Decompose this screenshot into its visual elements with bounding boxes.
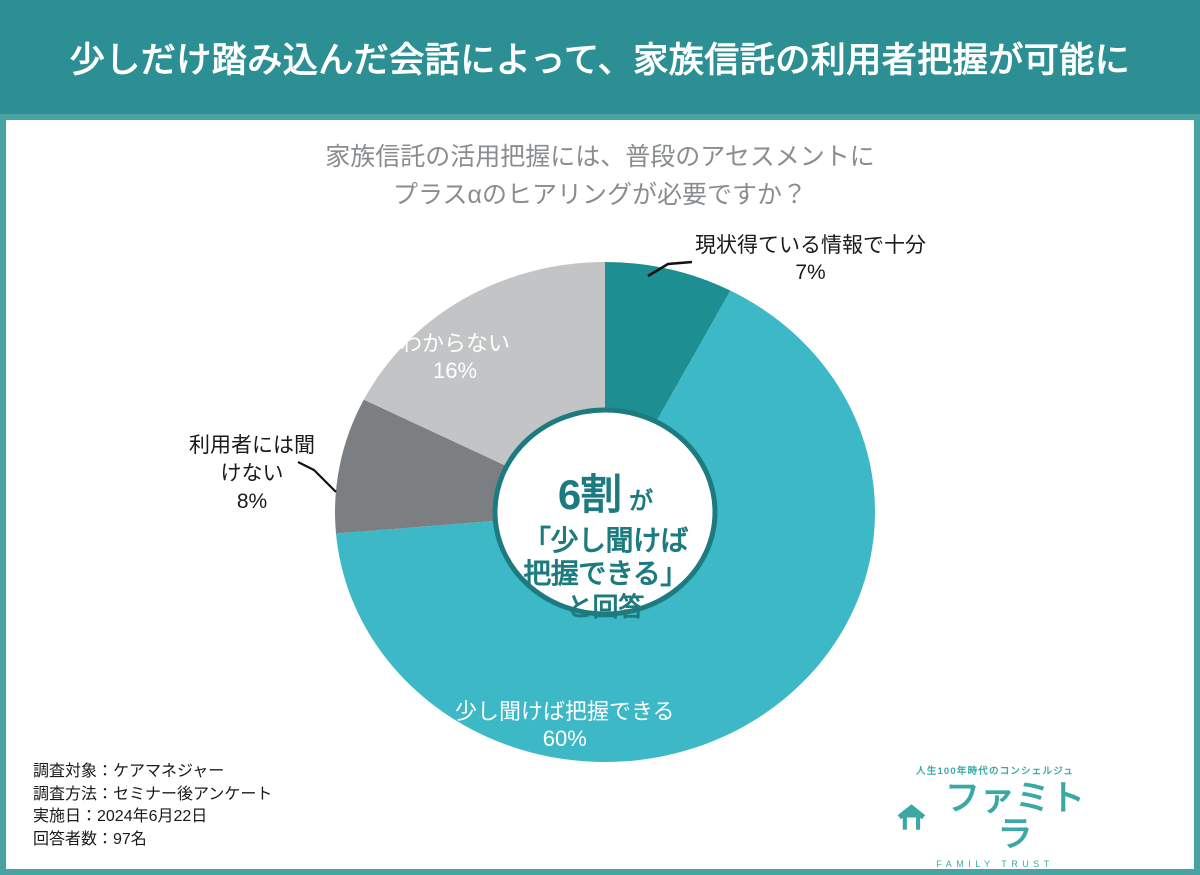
house-icon (897, 804, 926, 830)
segment-label-cannot-ask-name-line-1: 利用者には聞 (189, 434, 315, 457)
chart-question-line-1: 家族信託の活用把握には、普段のアセスメントに (325, 143, 875, 171)
chart-question: 家族信託の活用把握には、普段のアセスメントに プラスαのヒアリングが必要ですか？ (0, 138, 1200, 214)
survey-meta-date: 実施日：2024年6月22日 (33, 808, 208, 825)
survey-meta-target: 調査対象：ケアマネジャー (33, 763, 225, 780)
donut-center-hole (492, 407, 718, 617)
donut-chart (335, 262, 875, 764)
brand-logo-name: ファミトラ (944, 779, 1085, 854)
header-bar: 少しだけ踏み込んだ会話によって、家族信託の利用者把握が可能に (0, 0, 1200, 114)
chart-question-line-2: プラスαのヒアリングが必要ですか？ (393, 181, 807, 209)
survey-meta-count: 回答者数：97名 (33, 830, 147, 848)
brand-logo-tagline: 人生100年時代のコンシェルジュ (916, 766, 1074, 777)
survey-meta-method: 調査方法：セミナー後アンケート (33, 785, 273, 803)
segment-label-can-grasp-value: 60% (542, 726, 587, 751)
segment-label-dont-know-name: わからない (400, 331, 511, 356)
segment-label-current-info-value: 7% (795, 261, 826, 284)
brand-logo-main: ファミトラ (895, 781, 1095, 853)
segment-label-current-info: 現状得ている情報で十分 7% (695, 232, 926, 286)
segment-label-current-info-name: 現状得ている情報で十分 (695, 234, 926, 257)
survey-meta: 調査対象：ケアマネジャー 調査方法：セミナー後アンケート 実施日：2024年6月… (33, 761, 272, 851)
segment-label-cannot-ask-name-line-2: けない (220, 462, 284, 485)
segment-label-cannot-ask-value: 8% (236, 490, 268, 513)
segment-label-cannot-ask: 利用者には聞 けない 8% (172, 432, 332, 516)
brand-logo: 人生100年時代のコンシェルジュ ファミトラ FAMILY TRUST (895, 763, 1095, 869)
donut-chart-svg (335, 262, 875, 762)
leader-line-top (647, 260, 693, 278)
segment-label-can-grasp-name: 少し聞けば把握できる (455, 699, 675, 724)
segment-label-dont-know: わからない 16% (400, 330, 510, 384)
brand-logo-subtitle: FAMILY TRUST (936, 859, 1054, 869)
page-title: 少しだけ踏み込んだ会話によって、家族信託の利用者把握が可能に (69, 40, 1131, 80)
segment-label-can-grasp: 少し聞けば把握できる 60% (455, 698, 675, 752)
leader-line-left (297, 461, 337, 493)
segment-label-dont-know-value: 16% (432, 358, 478, 383)
